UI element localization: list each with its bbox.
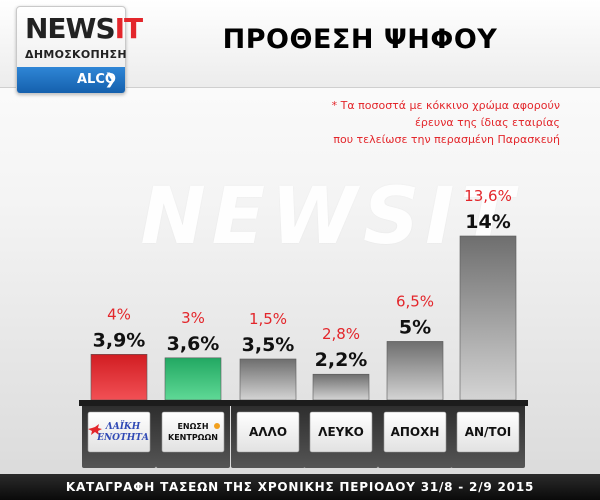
bar-4 xyxy=(386,341,444,401)
category-label: ΑΛΛΟ xyxy=(249,425,287,439)
footer-text: ΚΑΤΑΓΡΑΦΗ ΤΑΣΕΩΝ ΤΗΣ ΧΡΟΝΙΚΗΣ ΠΕΡΙΟΔΟΥ 3… xyxy=(65,480,535,494)
category-card-1 xyxy=(161,411,225,453)
previous-value-label: 1,5% xyxy=(249,310,287,328)
logo-wordmark: NEWSIT xyxy=(25,12,144,45)
bar-3 xyxy=(312,373,370,401)
footnote-line: έρευνα της ίδιας εταιρίας xyxy=(414,116,560,129)
party-logo-dot xyxy=(214,423,220,429)
watermark-logo: NEWSIT xyxy=(140,172,520,262)
footnote-line: * Τα ποσοστά με κόκκινο χρώμα αφορούν xyxy=(331,99,560,112)
pedestal-cap-4 xyxy=(375,400,455,406)
previous-value-label: 2,8% xyxy=(322,325,360,343)
footnote-line: που τελείωσε την περασμένη Παρασκευή xyxy=(333,133,560,146)
star-icon xyxy=(88,424,102,435)
pedestal-cap-2 xyxy=(228,400,308,406)
category-label: ΑΝ/ΤΟΙ xyxy=(465,425,512,439)
pollster-name: ALCO xyxy=(77,72,116,87)
bar-5 xyxy=(459,235,517,401)
pedestal-cap-3 xyxy=(301,400,381,406)
footer-bar: ΚΑΤΑΓΡΑΦΗ ΤΑΣΕΩΝ ΤΗΣ ΧΡΟΝΙΚΗΣ ΠΕΡΙΟΔΟΥ 3… xyxy=(0,474,600,500)
footnote: * Τα ποσοστά με κόκκινο χρώμα αφορούν έρ… xyxy=(260,97,560,148)
category-card-5 xyxy=(456,411,520,453)
category-card-0 xyxy=(87,411,151,453)
logo-main-text: NEWS xyxy=(25,12,116,45)
value-label: 14% xyxy=(465,211,510,233)
category-label: ΑΠΟΧΗ xyxy=(391,425,440,439)
pollster-tag: ALCO ❯ xyxy=(17,67,125,93)
newsit-logo[interactable]: NEWSIT ΔΗΜΟΣΚΟΠΗΣΗ ALCO ❯ xyxy=(16,6,143,94)
pedestal-cap-1 xyxy=(153,400,233,406)
bar-2 xyxy=(239,358,297,401)
bar-0 xyxy=(90,354,148,401)
previous-value-label: 3% xyxy=(181,309,205,327)
pedestal-cap-5 xyxy=(448,400,528,406)
chevron-right-icon: ❯ xyxy=(104,70,117,88)
category-label: ΛΑΪΚΗ xyxy=(105,419,141,432)
category-card-4 xyxy=(383,411,447,453)
value-label: 5% xyxy=(399,316,431,338)
header-bar: NEWSIT ΔΗΜΟΣΚΟΠΗΣΗ ALCO ❯ ΠΡΟΘΕΣΗ ΨΗΦΟΥ xyxy=(0,0,600,94)
previous-value-label: 13,6% xyxy=(464,187,512,205)
previous-value-label: 4% xyxy=(107,305,131,323)
category-card-3 xyxy=(309,411,373,453)
pedestal-cap-0 xyxy=(79,400,159,406)
page-title: ΠΡΟΘΕΣΗ ΨΗΦΟΥ xyxy=(222,24,498,55)
category-label: ΕΝΩΣΗ xyxy=(177,422,208,431)
category-label: ΛΕΥΚΟ xyxy=(318,425,364,439)
logo-accent-text: IT xyxy=(114,12,144,45)
bar-1 xyxy=(164,357,222,401)
value-label: 3,9% xyxy=(93,329,146,351)
value-label: 3,6% xyxy=(167,333,220,355)
category-card-2 xyxy=(236,411,300,453)
category-label: ΕΝΟΤΗΤΑ xyxy=(96,433,149,443)
previous-value-label: 6,5% xyxy=(396,292,434,310)
value-label: 3,5% xyxy=(242,334,295,356)
logo-subtitle: ΔΗΜΟΣΚΟΠΗΣΗ xyxy=(25,48,127,61)
value-label: 2,2% xyxy=(315,349,368,371)
category-label: ΚΕΝΤΡΩΩΝ xyxy=(168,433,218,442)
